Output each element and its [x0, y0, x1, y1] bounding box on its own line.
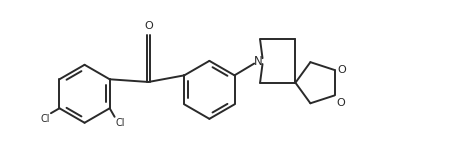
Text: O: O [335, 98, 344, 108]
Text: O: O [336, 65, 345, 75]
Text: N: N [253, 55, 262, 68]
Text: Cl: Cl [40, 114, 50, 124]
Text: Cl: Cl [115, 118, 125, 128]
Text: O: O [144, 21, 152, 31]
